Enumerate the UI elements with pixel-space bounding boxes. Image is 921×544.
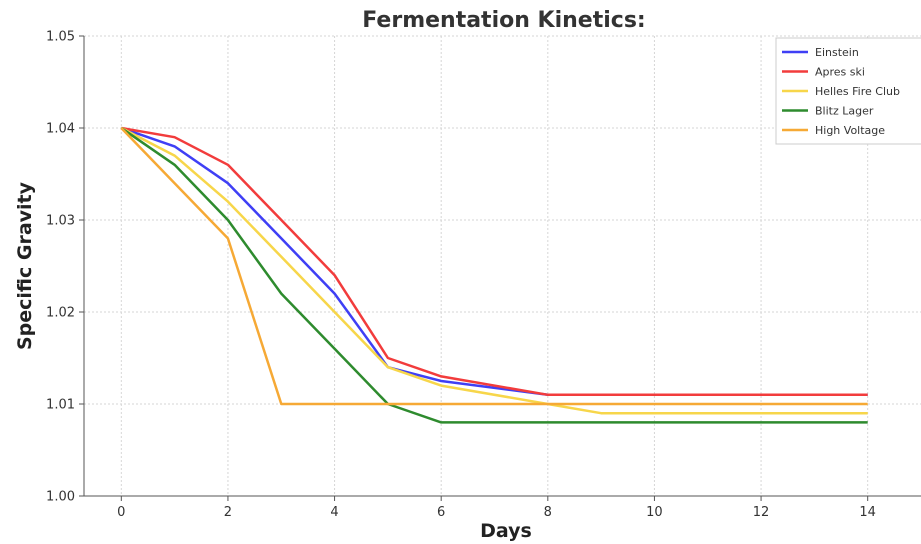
y-tick-label: 1.02 bbox=[46, 306, 75, 321]
legend: Einstein Apres ski Helles Fire Club Blitz L… bbox=[775, 37, 921, 145]
tick-labels: 0 2 4 6 8 10 12 14 1.00 1.01 1.02 1.03 1.04 1.05 bbox=[46, 30, 876, 521]
x-tick-label: 8 bbox=[544, 505, 552, 520]
x-tick-label: 2 bbox=[224, 505, 232, 520]
y-tick-label: 1.05 bbox=[46, 30, 75, 45]
y-tick-label: 1.04 bbox=[46, 122, 75, 137]
x-tick-label: 0 bbox=[117, 505, 125, 520]
x-axis-label: Days bbox=[480, 520, 532, 542]
legend-label-high-voltage: High Voltage bbox=[815, 124, 885, 137]
legend-label-apres-ski: Apres ski bbox=[815, 66, 865, 79]
x-tick-label: 12 bbox=[753, 505, 770, 520]
chart-title: Fermentation Kinetics: bbox=[362, 8, 645, 33]
series-line-einstein bbox=[120, 126, 868, 397]
series-line-apres-ski bbox=[121, 126, 868, 397]
y-tick-label: 1.00 bbox=[46, 490, 75, 505]
y-tick-label: 1.03 bbox=[46, 214, 75, 229]
x-tick-label: 10 bbox=[646, 505, 663, 520]
legend-label-helles-fire-club: Helles Fire Club bbox=[815, 85, 900, 98]
series-lines bbox=[120, 126, 868, 424]
series-line-high-voltage bbox=[120, 127, 868, 406]
series-line-blitz-lager bbox=[120, 126, 868, 424]
legend-label-blitz-lager: Blitz Lager bbox=[815, 105, 874, 118]
y-tick-label: 1.01 bbox=[46, 398, 75, 413]
y-axis-label: Specific Gravity bbox=[14, 181, 36, 350]
x-tick-label: 4 bbox=[330, 505, 338, 520]
series-line-helles-fire-club bbox=[120, 126, 868, 415]
x-tick-label: 14 bbox=[859, 505, 876, 520]
legend-label-einstein: Einstein bbox=[815, 46, 859, 59]
x-tick-label: 6 bbox=[437, 505, 445, 520]
axes bbox=[83, 36, 921, 497]
